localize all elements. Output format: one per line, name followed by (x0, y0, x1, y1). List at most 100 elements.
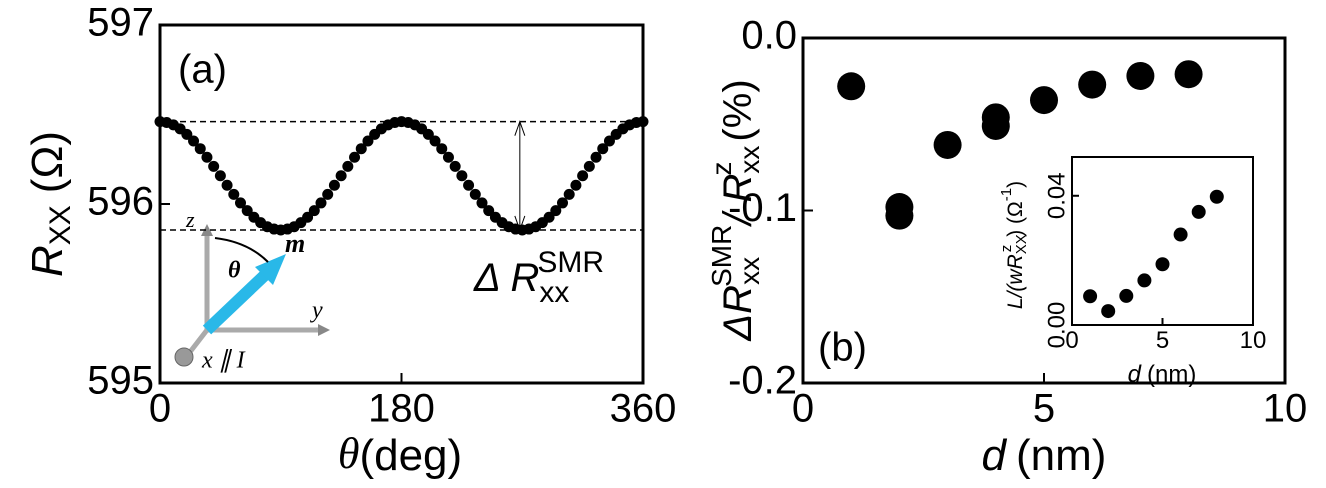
y-label-divider: / R (716, 174, 760, 228)
y-label-superscript: SMR (706, 225, 737, 287)
x-label-diagram: x ∥ I (201, 348, 246, 374)
m-vector (202, 269, 271, 335)
x-tick-label: 0 (1065, 327, 1078, 354)
data-point (483, 205, 495, 217)
data-point (476, 197, 488, 209)
data-point (590, 151, 602, 163)
data-point (235, 197, 246, 209)
y-tick-label: 0.00 (1043, 302, 1070, 349)
y-tick-label: 0.0 (741, 14, 797, 58)
y-label-unit: (Ω) (23, 131, 72, 193)
data-point (563, 188, 575, 200)
delta-annotation: Δ RxxSMR (473, 246, 604, 309)
data-point (570, 179, 582, 191)
y-tick-label: -0.1 (728, 186, 797, 230)
data-point (1174, 60, 1203, 89)
y-label-subscript: XX (44, 205, 77, 245)
y-label-diagram: y (310, 298, 323, 324)
theta-label: θ (228, 258, 241, 284)
data-point (422, 128, 434, 140)
data-point (328, 179, 340, 191)
inset-y-label-exponent: -1 (998, 188, 1015, 201)
data-point (221, 179, 233, 191)
panel-label: (a) (178, 48, 227, 92)
x-tick-label: 5 (1033, 387, 1055, 431)
inset-background (1072, 157, 1253, 325)
data-point (557, 197, 568, 209)
coordinate-diagram: z m θ y x ∥ I (174, 207, 330, 374)
panel-label: (b) (818, 326, 867, 370)
data-point (322, 188, 334, 200)
data-point (349, 151, 361, 163)
data-point (1155, 257, 1170, 272)
data-point (436, 143, 448, 155)
data-point (181, 128, 193, 140)
data-point (429, 135, 441, 147)
x-tick-label: 180 (368, 387, 435, 431)
x-label-symbol: θ (338, 429, 360, 478)
data-point (241, 205, 253, 217)
theta-arc (214, 237, 269, 263)
z-label: z (185, 207, 195, 232)
data-point (342, 160, 354, 172)
x-tick-label: 0 (149, 387, 171, 431)
x-axis-label: d (nm) (982, 431, 1107, 480)
x-tick-label: 0 (792, 387, 814, 431)
data-point (188, 135, 200, 147)
data-point (194, 143, 206, 155)
data-point (885, 201, 914, 230)
y-label-unit: (%) (716, 79, 760, 141)
data-point (335, 170, 347, 182)
data-point (550, 205, 562, 217)
data-point (308, 205, 320, 217)
y-label-subscript: xx (734, 257, 765, 285)
y-tick-label: -0.2 (728, 359, 797, 403)
x-tick-label: 10 (1240, 327, 1267, 354)
data-point (1209, 189, 1224, 204)
inset-y-axis-label: L/(wRXXz) (Ω-1) (998, 181, 1030, 309)
x-tick-label: 5 (1156, 327, 1169, 354)
y-tick-label: 595 (87, 359, 154, 403)
data-point (1126, 61, 1155, 90)
data-point (637, 116, 649, 128)
data-point (442, 151, 454, 163)
annotation-superscript: SMR (537, 246, 604, 279)
data-point (362, 135, 374, 147)
y-axis-label: RXX (Ω) (23, 131, 77, 277)
data-point (302, 211, 314, 223)
x-axis-label: θ(deg) (338, 429, 462, 480)
annotation-symbol: Δ R (473, 256, 539, 300)
y-label-subscript2: xx (734, 146, 765, 174)
data-point (933, 130, 962, 159)
data-point (603, 135, 615, 147)
x-tick-label: 360 (610, 387, 677, 431)
data-point (1101, 304, 1116, 319)
data-point (456, 170, 468, 182)
y-arrowhead (318, 324, 330, 336)
z-arrowhead (201, 224, 213, 236)
data-point (583, 160, 595, 172)
y-label-symbol: ΔR (716, 285, 760, 342)
annotation-subscript: xx (539, 276, 569, 309)
data-point (597, 143, 609, 155)
delta-arrowhead (514, 120, 526, 136)
x-axis-sphere (174, 347, 194, 367)
inset-y-label-superscript: z (998, 245, 1015, 253)
x-tick-label: 10 (1263, 387, 1308, 431)
data-point (1078, 70, 1107, 99)
y-label-superscript2: z (706, 162, 737, 176)
data-point (981, 111, 1010, 140)
data-point (315, 197, 327, 209)
data-point (463, 179, 475, 191)
data-point (1173, 227, 1188, 242)
data-point (1191, 204, 1206, 219)
x-label-unit: (nm) (1016, 431, 1106, 480)
y-tick-label: 0.04 (1043, 172, 1070, 219)
data-point (1119, 288, 1134, 303)
data-point (201, 151, 213, 163)
inset-y-label-subscript: XX (1013, 234, 1030, 254)
x-label-unit: (deg) (359, 431, 462, 480)
data-point (837, 72, 866, 101)
data-point (1030, 86, 1058, 115)
